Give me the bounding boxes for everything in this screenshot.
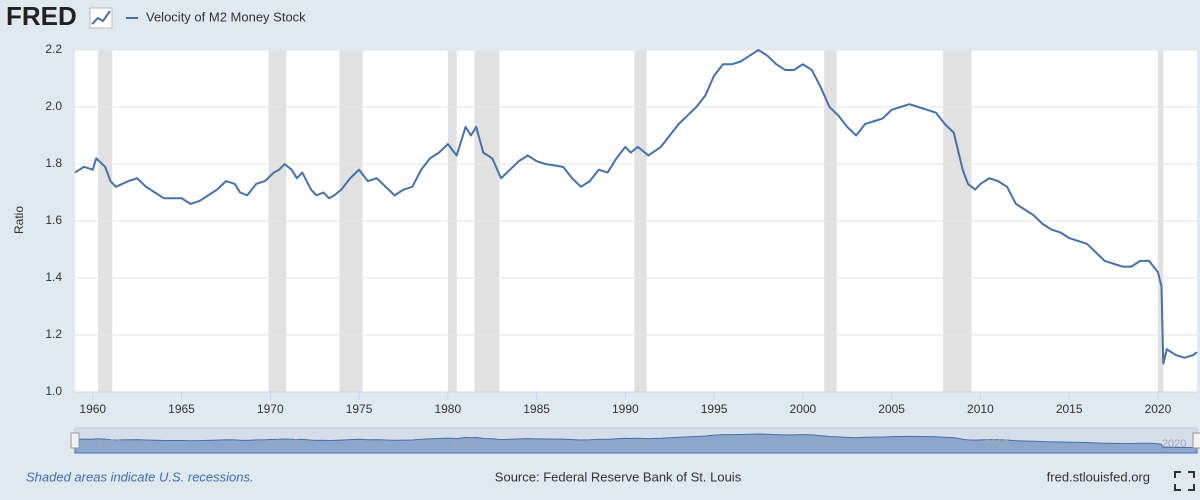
- x-tick-label: 1965: [168, 402, 195, 416]
- navigator-tick-label: 1960: [97, 438, 121, 450]
- logo-icon-line: [91, 10, 111, 25]
- fullscreen-icon[interactable]: [1174, 471, 1195, 491]
- recession-note[interactable]: Shaded areas indicate U.S. recessions.: [26, 469, 254, 484]
- y-axis-label: Ratio: [12, 206, 26, 234]
- x-tick-label: 1980: [434, 402, 461, 416]
- logo-icon: [89, 7, 113, 29]
- y-tick-label: 2.0: [45, 99, 62, 113]
- y-tick-label: 1.0: [45, 384, 62, 398]
- y-tick-label: 1.4: [45, 270, 62, 284]
- x-tick-label: 1995: [701, 402, 728, 416]
- y-tick-label: 1.6: [45, 213, 62, 227]
- y-tick-label: 2.2: [45, 42, 62, 56]
- navigator-tick-label: 1990: [629, 438, 653, 450]
- navigator-tick-label: 2000: [807, 438, 831, 450]
- navigator-tick-label: 1980: [452, 438, 476, 450]
- navigator-handle[interactable]: [1192, 432, 1200, 449]
- y-tick-label: 1.8: [45, 156, 62, 170]
- series-line: [74, 49, 1198, 365]
- x-tick-label: 2000: [790, 402, 817, 416]
- x-tick-label: 1985: [523, 402, 550, 416]
- x-tick-label: 2020: [1145, 402, 1172, 416]
- site-link[interactable]: fred.stlouisfed.org: [1047, 469, 1150, 484]
- x-tick-label: 1970: [257, 402, 284, 416]
- navigator-handle[interactable]: [70, 432, 80, 449]
- source: Source: Federal Reserve Bank of St. Loui…: [495, 469, 742, 484]
- navigator-tick-label: 2010: [984, 438, 1008, 450]
- x-tick-label: 2010: [967, 402, 994, 416]
- x-tick-label: 1990: [612, 402, 639, 416]
- x-tick-label: 1960: [79, 402, 106, 416]
- x-tick-label: 2005: [878, 402, 905, 416]
- logo: FRED: [6, 1, 77, 31]
- y-tick-label: 1.2: [45, 327, 62, 341]
- x-tick-label: 2015: [1056, 402, 1083, 416]
- navigator-tick-label: 1970: [274, 438, 298, 450]
- navigator-tick-label: 2020: [1162, 438, 1186, 450]
- x-tick-label: 1975: [346, 402, 373, 416]
- legend-label: Velocity of M2 Money Stock: [146, 9, 306, 24]
- navigator-line: [74, 433, 1198, 454]
